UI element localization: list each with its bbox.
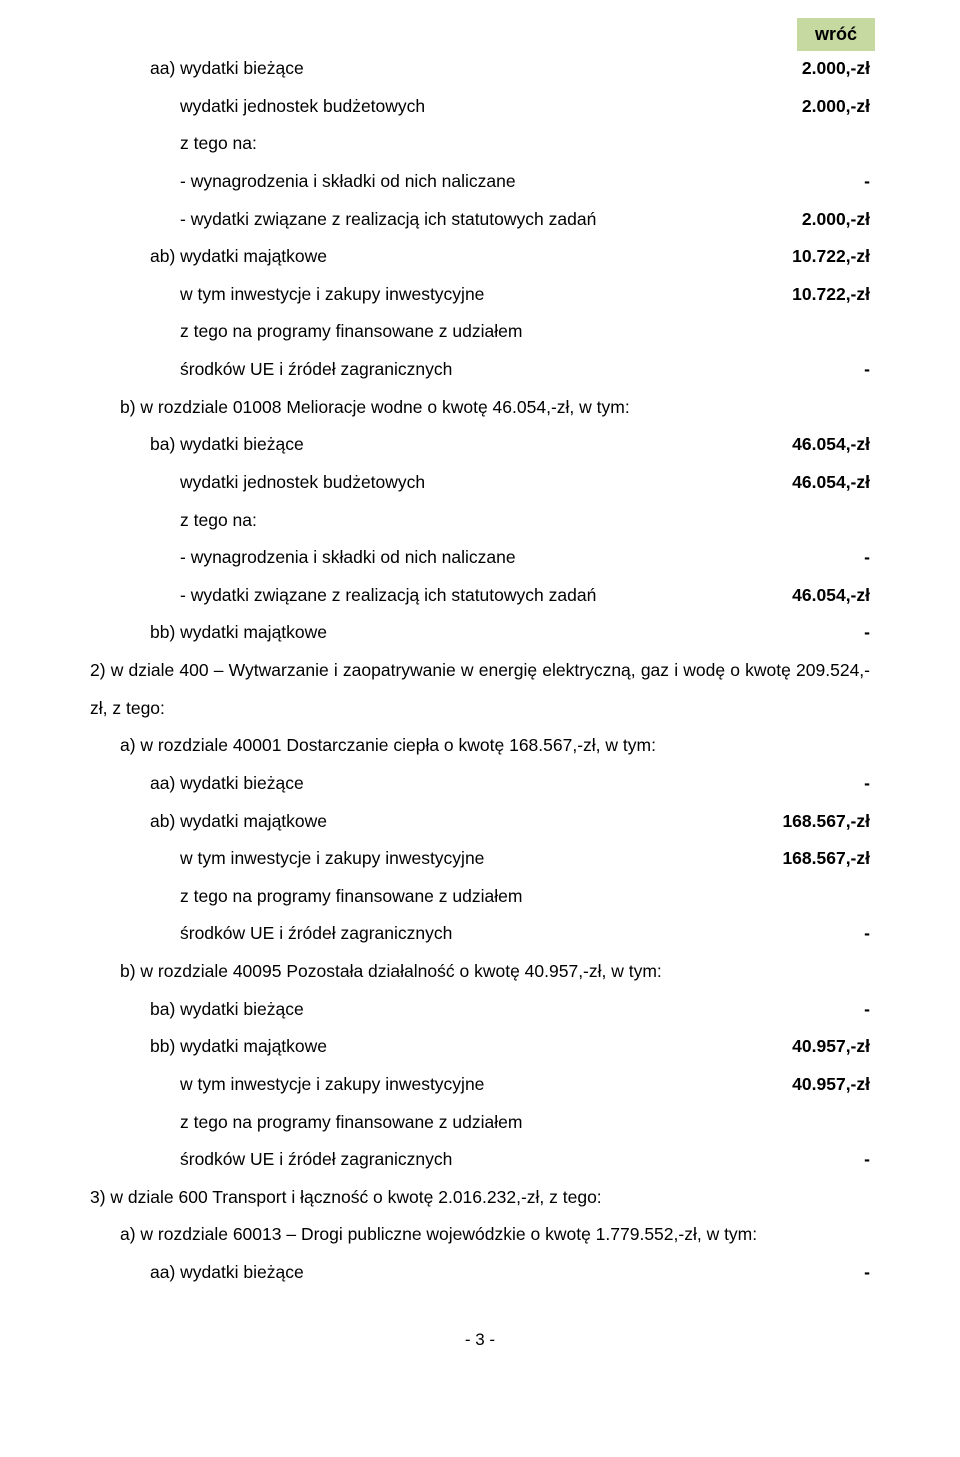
text: aa) wydatki bieżące xyxy=(150,50,782,88)
value: 10.722,-zł xyxy=(772,238,870,276)
line: w tym inwestycje i zakupy inwestycyjne 1… xyxy=(90,840,870,878)
value: 2.000,-zł xyxy=(782,50,870,88)
line: z tego na programy finansowane z udziałe… xyxy=(90,1104,870,1142)
value: 46.054,-zł xyxy=(772,426,870,464)
text: wydatki jednostek budżetowych xyxy=(180,88,782,126)
line: wydatki jednostek budżetowych 46.054,-zł xyxy=(90,464,870,502)
line: wydatki jednostek budżetowych 2.000,-zł xyxy=(90,88,870,126)
page-number: - 3 - xyxy=(90,1322,870,1359)
value: - xyxy=(844,991,870,1029)
text: z tego na programy finansowane z udziałe… xyxy=(180,321,522,341)
value: - xyxy=(844,351,870,389)
text: w tym inwestycje i zakupy inwestycyjne xyxy=(180,1066,772,1104)
text: ab) wydatki majątkowe xyxy=(150,238,772,276)
document-page: aa) wydatki bieżące 2.000,-zł wydatki je… xyxy=(0,0,960,1398)
text: z tego na: xyxy=(180,510,257,530)
text: bb) wydatki majątkowe xyxy=(150,1028,772,1066)
line: ba) wydatki bieżące - xyxy=(90,991,870,1029)
text: 2) w dziale 400 – Wytwarzanie i zaopatry… xyxy=(90,660,870,718)
text: środków UE i źródeł zagranicznych xyxy=(180,1141,844,1179)
text: wydatki jednostek budżetowych xyxy=(180,464,772,502)
text: a) w rozdziale 40001 Dostarczanie ciepła… xyxy=(120,735,656,755)
text: aa) wydatki bieżące xyxy=(150,1254,844,1292)
line: środków UE i źródeł zagranicznych - xyxy=(90,1141,870,1179)
text: ab) wydatki majątkowe xyxy=(150,803,762,841)
value: - xyxy=(844,1141,870,1179)
line: z tego na: xyxy=(90,125,870,163)
value: - xyxy=(844,539,870,577)
line: ba) wydatki bieżące 46.054,-zł xyxy=(90,426,870,464)
text: - wynagrodzenia i składki od nich nalicz… xyxy=(180,163,844,201)
line: bb) wydatki majątkowe 40.957,-zł xyxy=(90,1028,870,1066)
line: - wynagrodzenia i składki od nich nalicz… xyxy=(90,539,870,577)
line: - wydatki związane z realizacją ich stat… xyxy=(90,577,870,615)
text: - wydatki związane z realizacją ich stat… xyxy=(180,577,772,615)
line: z tego na programy finansowane z udziałe… xyxy=(90,878,870,916)
line: a) w rozdziale 60013 – Drogi publiczne w… xyxy=(90,1216,870,1254)
value: 40.957,-zł xyxy=(772,1028,870,1066)
value: - xyxy=(844,765,870,803)
text: środków UE i źródeł zagranicznych xyxy=(180,351,844,389)
value: - xyxy=(844,915,870,953)
value: - xyxy=(844,1254,870,1292)
line: 3) w dziale 600 Transport i łączność o k… xyxy=(90,1179,870,1217)
line: z tego na: xyxy=(90,502,870,540)
line: - wydatki związane z realizacją ich stat… xyxy=(90,201,870,239)
line: środków UE i źródeł zagranicznych - xyxy=(90,915,870,953)
text: b) w rozdziale 40095 Pozostała działalno… xyxy=(120,961,662,981)
line: bb) wydatki majątkowe - xyxy=(90,614,870,652)
line: a) w rozdziale 40001 Dostarczanie ciepła… xyxy=(90,727,870,765)
text: ba) wydatki bieżące xyxy=(150,991,844,1029)
line: w tym inwestycje i zakupy inwestycyjne 4… xyxy=(90,1066,870,1104)
value: - xyxy=(844,163,870,201)
text: a) w rozdziale 60013 – Drogi publiczne w… xyxy=(120,1224,757,1244)
value: 2.000,-zł xyxy=(782,88,870,126)
value: 10.722,-zł xyxy=(772,276,870,314)
line: w tym inwestycje i zakupy inwestycyjne 1… xyxy=(90,276,870,314)
line: - wynagrodzenia i składki od nich nalicz… xyxy=(90,163,870,201)
line: b) w rozdziale 01008 Melioracje wodne o … xyxy=(90,389,870,427)
text: - wynagrodzenia i składki od nich nalicz… xyxy=(180,539,844,577)
text: w tym inwestycje i zakupy inwestycyjne xyxy=(180,840,762,878)
value: 40.957,-zł xyxy=(772,1066,870,1104)
text: z tego na programy finansowane z udziałe… xyxy=(180,886,522,906)
line: środków UE i źródeł zagranicznych - xyxy=(90,351,870,389)
text: z tego na: xyxy=(180,133,257,153)
text: ba) wydatki bieżące xyxy=(150,426,772,464)
line: aa) wydatki bieżące 2.000,-zł xyxy=(90,50,870,88)
line: z tego na programy finansowane z udziałe… xyxy=(90,313,870,351)
line: ab) wydatki majątkowe 168.567,-zł xyxy=(90,803,870,841)
value: 46.054,-zł xyxy=(772,577,870,615)
text: aa) wydatki bieżące xyxy=(150,765,844,803)
back-label: wróć xyxy=(815,24,857,44)
text: 3) w dziale 600 Transport i łączność o k… xyxy=(90,1187,602,1207)
line: aa) wydatki bieżące - xyxy=(90,1254,870,1292)
text: w tym inwestycje i zakupy inwestycyjne xyxy=(180,276,772,314)
text: środków UE i źródeł zagranicznych xyxy=(180,915,844,953)
value: 46.054,-zł xyxy=(772,464,870,502)
value: - xyxy=(844,614,870,652)
line: aa) wydatki bieżące - xyxy=(90,765,870,803)
text: b) w rozdziale 01008 Melioracje wodne o … xyxy=(120,397,630,417)
value: 168.567,-zł xyxy=(762,803,870,841)
line: ab) wydatki majątkowe 10.722,-zł xyxy=(90,238,870,276)
line: 2) w dziale 400 – Wytwarzanie i zaopatry… xyxy=(90,652,870,727)
value: 2.000,-zł xyxy=(782,201,870,239)
text: - wydatki związane z realizacją ich stat… xyxy=(180,201,782,239)
text: bb) wydatki majątkowe xyxy=(150,614,844,652)
back-button[interactable]: wróć xyxy=(797,18,875,51)
value: 168.567,-zł xyxy=(762,840,870,878)
text: z tego na programy finansowane z udziałe… xyxy=(180,1112,522,1132)
line: b) w rozdziale 40095 Pozostała działalno… xyxy=(90,953,870,991)
